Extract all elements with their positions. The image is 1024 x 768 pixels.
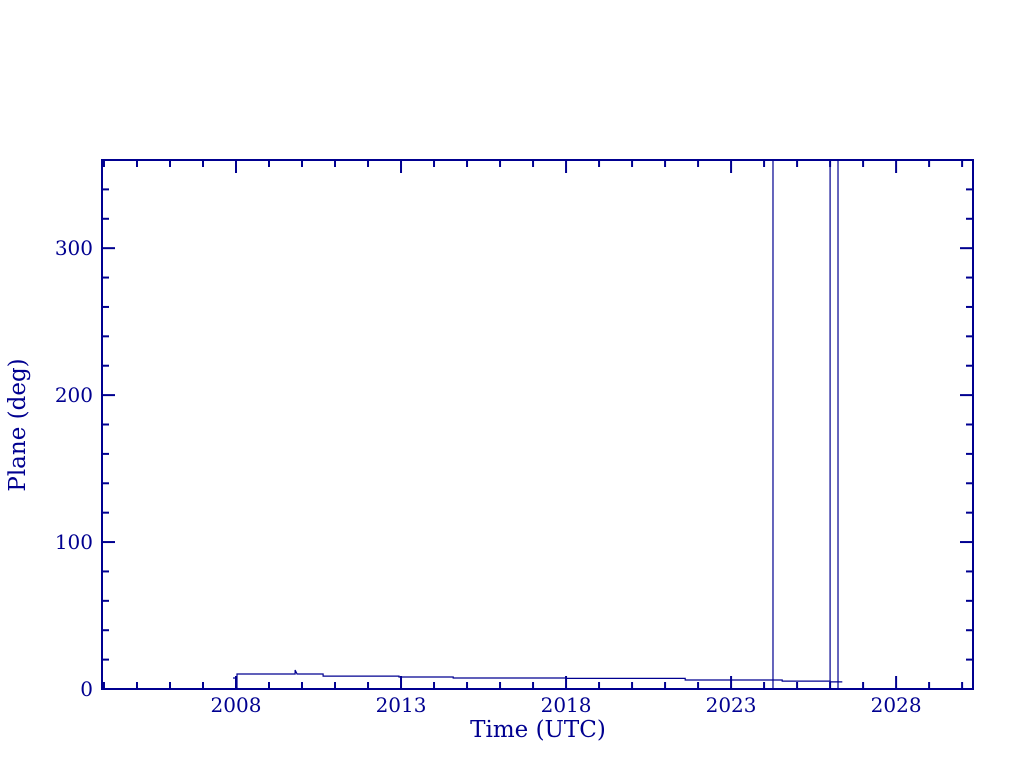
x-axis-title: Time (UTC) [470,717,606,743]
series-plane-angle [233,669,843,688]
y-tick-label: 300 [55,236,93,260]
x-tick-label: 2028 [871,693,922,717]
plot-frame [101,159,974,690]
x-tick-label: 2018 [541,693,592,717]
x-tick-label: 2008 [211,693,262,717]
y-tick-label: 100 [55,530,93,554]
y-tick-label: 200 [55,383,93,407]
x-tick-label: 2023 [706,693,757,717]
y-tick-label: 0 [80,677,93,701]
y-axis-title: Plane (deg) [4,358,31,492]
x-tick-label: 2013 [376,693,427,717]
